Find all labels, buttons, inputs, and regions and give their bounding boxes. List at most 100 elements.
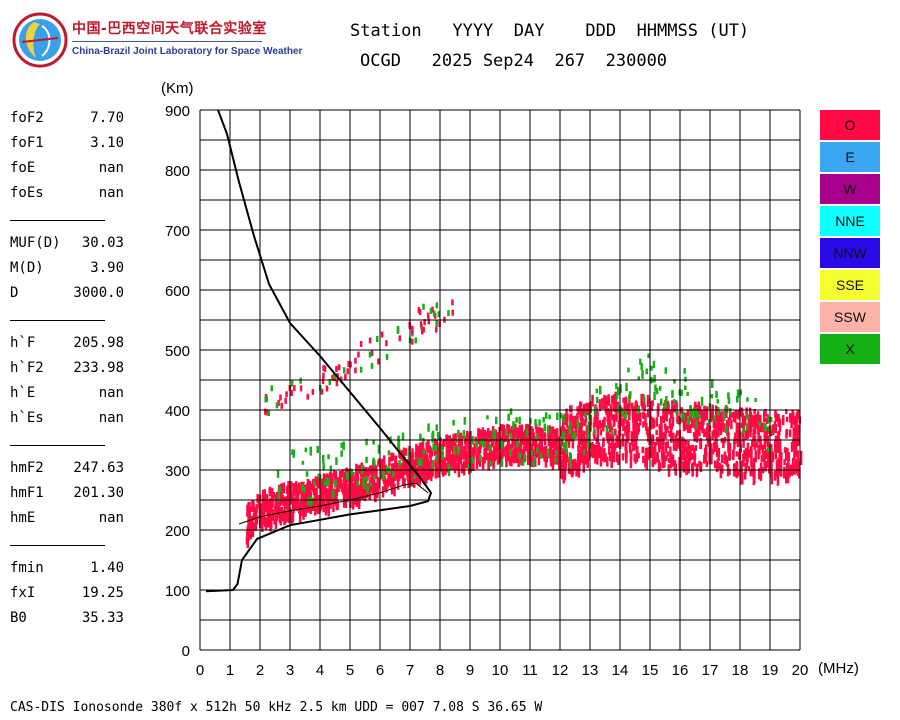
echo-mark-o <box>789 413 792 419</box>
param-name: M(D) <box>10 260 44 276</box>
echo-mark-o <box>767 455 770 467</box>
echo-mark-x <box>509 408 513 415</box>
echo-mark-o <box>254 523 258 531</box>
echo-mark-o <box>514 453 518 459</box>
echo-mark-o <box>512 429 515 442</box>
echo-mark-o <box>658 424 662 435</box>
echo-mark-o <box>749 411 753 424</box>
echo-mark-o <box>665 411 668 422</box>
echo-mark-x <box>500 459 504 467</box>
echo-mark-o <box>341 483 345 495</box>
echo-mark-o <box>634 457 637 464</box>
echo-mark-o <box>691 452 694 460</box>
echo-mark-o <box>373 486 377 499</box>
polarization-legend: O E W NNE NNW SSE SSW X <box>820 110 880 366</box>
echo-mark-x <box>363 482 366 489</box>
echo-mark-o <box>455 463 459 471</box>
echo-mark-o <box>713 445 716 453</box>
echo-mark-o <box>363 489 367 502</box>
y-axis-ticks: 0 100 200 300 400 500 600 700 800 900 <box>165 103 190 660</box>
echo-mark-o <box>497 432 500 439</box>
echo-mark-o <box>783 447 787 453</box>
param-row: h`E nan <box>10 383 130 408</box>
echo-mark-x <box>593 428 596 434</box>
echo-mark-o <box>513 448 516 459</box>
echo-mark-o <box>418 474 421 486</box>
virtual-height-trace <box>238 482 429 525</box>
echo-mark-o <box>666 441 669 448</box>
echo-mark-o <box>611 440 614 447</box>
echo-mark-o <box>381 458 384 467</box>
echo-mark-x <box>516 440 519 448</box>
echo-mark-upper <box>435 320 438 327</box>
echo-mark-x <box>278 486 281 492</box>
echo-mark-o <box>322 505 325 513</box>
echo-mark-o <box>589 417 593 426</box>
echo-mark-o <box>372 468 376 478</box>
echo-mark-o <box>606 456 609 467</box>
echo-mark-o <box>787 452 791 461</box>
echo-mark-o <box>592 444 596 450</box>
echo-mark-o <box>608 442 612 448</box>
echo-mark-o <box>697 418 700 424</box>
echo-mark-o <box>350 475 353 487</box>
echo-mark-o <box>268 507 271 520</box>
echo-mark-o <box>745 428 749 436</box>
echo-mark-o <box>710 443 713 449</box>
echo-mark-o <box>644 447 648 459</box>
echo-mark-o <box>666 404 670 411</box>
x-tick-label: 3 <box>286 662 294 679</box>
param-name: h`E <box>10 385 36 401</box>
echo-mark-o <box>679 451 683 460</box>
echo-mark-x <box>365 476 368 482</box>
echo-mark-o <box>581 442 584 452</box>
param-row: M(D) 3.90 <box>10 258 130 283</box>
echo-mark-o <box>469 446 472 453</box>
echo-mark-o <box>630 402 634 409</box>
echo-mark-x <box>346 475 350 480</box>
echo-mark-o <box>316 476 320 487</box>
echo-mark-x <box>304 447 308 453</box>
echo-mark-o <box>658 441 661 453</box>
echo-mark-o <box>527 438 531 445</box>
echo-mark-upper <box>337 364 341 371</box>
echo-mark-x <box>746 414 749 420</box>
echo-mark-x <box>420 459 423 466</box>
echo-mark-o <box>596 444 599 457</box>
x-tick-label: 18 <box>732 662 749 679</box>
echo-mark-x <box>653 391 656 401</box>
echo-mark-o <box>574 415 577 429</box>
echo-mark-o <box>626 403 630 412</box>
echo-mark-o <box>298 510 302 523</box>
echo-mark-upper <box>451 299 454 306</box>
echo-mark-o <box>352 496 355 505</box>
echo-mark-o <box>302 496 306 506</box>
echo-mark-o <box>581 450 584 459</box>
echo-mark-x <box>325 477 329 486</box>
echo-mark-o <box>766 435 769 448</box>
echo-mark-x <box>436 431 440 437</box>
echo-mark-o <box>785 472 788 484</box>
echo-mark-x <box>291 449 294 455</box>
echo-mark-upper <box>418 309 422 315</box>
echo-mark-x <box>493 433 496 442</box>
echo-mark-o <box>312 483 316 496</box>
echo-mark-o <box>582 452 586 463</box>
echo-mark-o <box>473 443 476 452</box>
echo-mark-x <box>518 416 521 425</box>
echo-mark-x <box>495 416 498 425</box>
echo-mark-o <box>407 473 411 481</box>
echo-mark-o <box>773 471 777 481</box>
echo-mark-o <box>365 489 368 499</box>
echo-mark-o <box>394 455 398 467</box>
echo-mark-o <box>289 481 293 492</box>
x-axis-ticks: 0 1 2 3 4 5 6 7 8 9 10 11 12 13 14 15 16 17 18 19 20 <box>196 662 809 679</box>
echo-mark-o <box>330 490 333 497</box>
echo-mark-o <box>291 495 295 508</box>
echo-mark-x <box>559 413 563 419</box>
echo-mark-o <box>763 411 766 422</box>
echo-mark-o <box>429 452 432 465</box>
echo-mark-o <box>419 466 422 476</box>
echo-mark-o <box>317 495 321 501</box>
echo-mark-x <box>682 411 685 420</box>
